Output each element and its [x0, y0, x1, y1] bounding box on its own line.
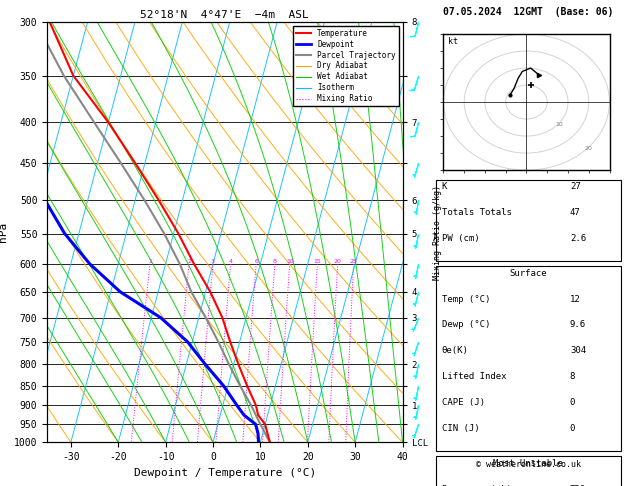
Text: 2.6: 2.6	[570, 234, 586, 243]
Text: 20: 20	[334, 259, 342, 264]
Text: 9.6: 9.6	[570, 320, 586, 330]
Text: 6: 6	[254, 259, 258, 264]
Text: 750: 750	[570, 485, 586, 486]
Text: 8: 8	[570, 372, 576, 382]
Text: 0: 0	[570, 398, 576, 407]
Text: PW (cm): PW (cm)	[442, 234, 479, 243]
Text: Totals Totals: Totals Totals	[442, 208, 511, 217]
Text: 304: 304	[570, 347, 586, 355]
FancyBboxPatch shape	[436, 456, 621, 486]
Text: 07.05.2024  12GMT  (Base: 06): 07.05.2024 12GMT (Base: 06)	[443, 7, 613, 17]
Text: 20: 20	[584, 146, 593, 151]
Y-axis label: km
ASL: km ASL	[433, 221, 450, 243]
Text: 12: 12	[570, 295, 581, 304]
Text: Surface: Surface	[509, 269, 547, 278]
Text: 10: 10	[286, 259, 294, 264]
Text: 27: 27	[570, 182, 581, 191]
Text: Pressure (mb): Pressure (mb)	[442, 485, 511, 486]
Text: 1: 1	[148, 259, 152, 264]
Text: CAPE (J): CAPE (J)	[442, 398, 484, 407]
FancyBboxPatch shape	[436, 266, 621, 451]
Text: 10: 10	[555, 122, 564, 127]
Text: 15: 15	[313, 259, 321, 264]
Text: kt: kt	[448, 37, 457, 46]
Title: 52°18'N  4°47'E  −4m  ASL: 52°18'N 4°47'E −4m ASL	[140, 10, 309, 20]
Text: Dewp (°C): Dewp (°C)	[442, 320, 490, 330]
FancyBboxPatch shape	[436, 179, 621, 261]
Text: 4: 4	[228, 259, 233, 264]
X-axis label: Dewpoint / Temperature (°C): Dewpoint / Temperature (°C)	[134, 468, 316, 478]
Text: 25: 25	[350, 259, 357, 264]
Y-axis label: hPa: hPa	[0, 222, 8, 242]
Text: Most Unstable: Most Unstable	[493, 459, 564, 468]
Text: K: K	[442, 182, 447, 191]
Text: 8: 8	[273, 259, 277, 264]
Text: CIN (J): CIN (J)	[442, 424, 479, 433]
Text: θe(K): θe(K)	[442, 347, 469, 355]
Text: Temp (°C): Temp (°C)	[442, 295, 490, 304]
Text: 47: 47	[570, 208, 581, 217]
Text: 3: 3	[211, 259, 215, 264]
Legend: Temperature, Dewpoint, Parcel Trajectory, Dry Adiabat, Wet Adiabat, Isotherm, Mi: Temperature, Dewpoint, Parcel Trajectory…	[292, 26, 399, 106]
Text: 0: 0	[570, 424, 576, 433]
Text: © weatheronline.co.uk: © weatheronline.co.uk	[476, 460, 581, 469]
Text: Lifted Index: Lifted Index	[442, 372, 506, 382]
Text: 2: 2	[187, 259, 191, 264]
Text: Mixing Ratio (g/kg): Mixing Ratio (g/kg)	[433, 185, 442, 279]
